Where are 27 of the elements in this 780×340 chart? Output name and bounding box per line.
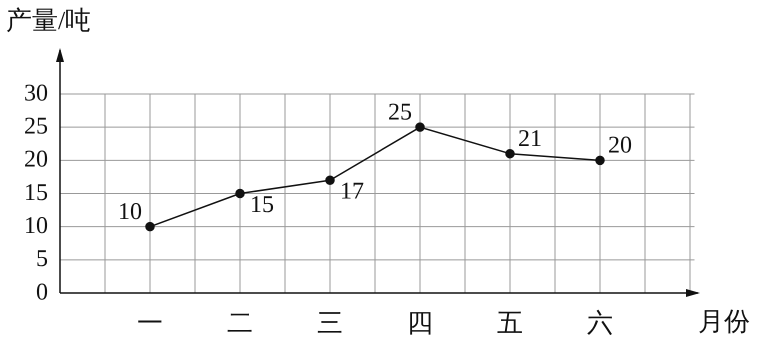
y-tick-label: 20 <box>24 146 48 173</box>
y-axis-title: 产量/吨 <box>6 6 92 35</box>
data-label: 15 <box>250 192 274 218</box>
point <box>145 222 155 232</box>
x-axis-title: 月份 <box>698 306 750 336</box>
y-tick-label: 0 <box>36 279 48 306</box>
point <box>325 175 335 185</box>
point <box>505 148 515 158</box>
y-tick-label: 15 <box>24 180 48 206</box>
point <box>595 156 605 166</box>
point <box>415 122 425 132</box>
y-tick-label: 10 <box>24 212 48 239</box>
x-tick-label: 六 <box>587 308 613 338</box>
data-label: 25 <box>388 99 412 126</box>
data-label: 10 <box>118 198 142 225</box>
y-tick-label: 5 <box>36 246 48 272</box>
data-label: 17 <box>340 178 364 205</box>
x-tick-label: 一 <box>137 308 163 338</box>
x-tick-label: 二 <box>227 308 253 338</box>
x-tick-label: 三 <box>317 308 343 338</box>
y-tick-label: 25 <box>24 113 48 140</box>
point <box>235 188 245 198</box>
x-tick-label: 五 <box>497 308 523 338</box>
y-tick-label: 30 <box>24 80 48 106</box>
x-tick-label: 四 <box>407 308 433 338</box>
data-label: 21 <box>518 126 542 152</box>
data-label: 20 <box>608 132 632 159</box>
